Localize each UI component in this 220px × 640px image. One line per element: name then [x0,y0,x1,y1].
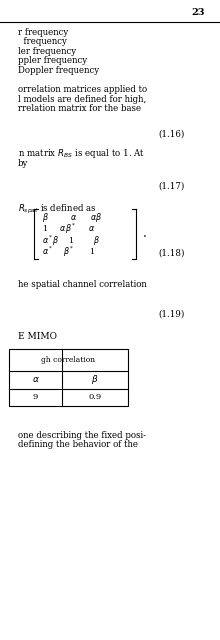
Text: rrelation matrix for the base: rrelation matrix for the base [18,104,141,113]
Text: he spatial channel correlation: he spatial channel correlation [18,280,146,289]
Text: E MIMO: E MIMO [18,332,57,341]
Text: $\alpha^*$    $\beta^*$      1: $\alpha^*$ $\beta^*$ 1 [42,245,95,259]
Text: l models are defined for high,: l models are defined for high, [18,95,146,104]
Text: ppler frequency: ppler frequency [18,56,87,65]
Text: gh correlation: gh correlation [41,356,95,364]
Text: frequency: frequency [18,37,66,46]
Text: 0.9: 0.9 [88,394,102,401]
Text: (1.18): (1.18) [158,248,185,257]
Text: orrelation matrices applied to: orrelation matrices applied to [18,85,147,94]
Text: (1.17): (1.17) [158,181,185,190]
Text: 1     $\alpha\beta^*$     $\alpha$: 1 $\alpha\beta^*$ $\alpha$ [42,222,96,236]
Text: one describing the fixed posi-: one describing the fixed posi- [18,431,146,440]
Text: $\alpha$: $\alpha$ [32,375,39,384]
Text: $\beta$: $\beta$ [91,373,99,386]
Text: 9: 9 [33,394,38,401]
Text: ler frequency: ler frequency [18,47,76,56]
Text: .: . [143,227,147,241]
Text: (1.16): (1.16) [158,130,185,139]
FancyBboxPatch shape [9,349,128,406]
Text: Doppler frequency: Doppler frequency [18,66,99,75]
Text: $\alpha^*\beta$    1        $\beta$: $\alpha^*\beta$ 1 $\beta$ [42,234,100,248]
Text: 23: 23 [191,8,205,17]
Text: $\beta$         $\alpha$      $\alpha\beta$: $\beta$ $\alpha$ $\alpha\beta$ [42,211,103,224]
Text: r frequency: r frequency [18,28,68,36]
Text: $R_{spat}$ is defined as: $R_{spat}$ is defined as [18,204,96,216]
Text: (1.19): (1.19) [158,309,185,318]
Text: defining the behavior of the: defining the behavior of the [18,440,138,449]
Text: by: by [18,159,28,168]
Text: n matrix $R_{BS}$ is equal to 1. At: n matrix $R_{BS}$ is equal to 1. At [18,147,145,160]
